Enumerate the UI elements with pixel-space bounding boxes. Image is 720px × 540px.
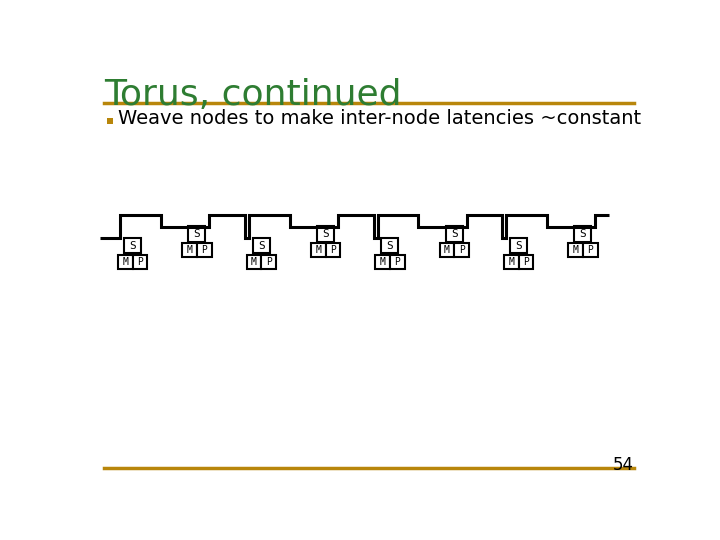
Text: M: M <box>122 257 128 267</box>
Text: P: P <box>459 245 464 255</box>
Text: S: S <box>451 229 458 239</box>
Text: 54: 54 <box>613 456 634 475</box>
Bar <box>446 226 463 242</box>
Text: S: S <box>130 241 136 251</box>
Bar <box>317 226 334 242</box>
Bar <box>311 244 325 257</box>
Bar <box>390 255 405 269</box>
Bar <box>518 255 534 269</box>
Text: S: S <box>387 241 393 251</box>
Text: P: P <box>137 257 143 267</box>
Text: P: P <box>202 245 207 255</box>
Text: S: S <box>323 229 329 239</box>
Text: M: M <box>572 245 578 255</box>
Bar <box>253 238 270 253</box>
Text: M: M <box>444 245 450 255</box>
Text: M: M <box>251 257 257 267</box>
Bar <box>568 244 583 257</box>
Text: P: P <box>523 257 529 267</box>
Bar <box>107 118 113 124</box>
Bar <box>246 255 261 269</box>
Text: M: M <box>379 257 385 267</box>
Bar <box>132 255 148 269</box>
Bar <box>182 244 197 257</box>
Bar <box>261 255 276 269</box>
Text: P: P <box>395 257 400 267</box>
Text: P: P <box>588 245 593 255</box>
Bar <box>124 238 141 253</box>
Text: Torus, continued: Torus, continued <box>104 78 402 112</box>
Text: P: P <box>266 257 271 267</box>
Text: S: S <box>194 229 200 239</box>
Text: M: M <box>508 257 514 267</box>
Bar <box>118 255 132 269</box>
Bar <box>510 238 527 253</box>
Bar <box>197 244 212 257</box>
Text: S: S <box>580 229 586 239</box>
Bar <box>454 244 469 257</box>
Bar <box>575 226 591 242</box>
Bar <box>382 238 398 253</box>
Text: S: S <box>516 241 522 251</box>
Text: P: P <box>330 245 336 255</box>
Bar <box>583 244 598 257</box>
Bar <box>325 244 341 257</box>
Text: M: M <box>315 245 321 255</box>
Bar <box>439 244 454 257</box>
Text: S: S <box>258 241 265 251</box>
Text: M: M <box>186 245 192 255</box>
Bar <box>189 226 205 242</box>
Bar <box>504 255 518 269</box>
Text: Weave nodes to make inter-node latencies ~constant: Weave nodes to make inter-node latencies… <box>118 109 641 128</box>
Bar <box>375 255 390 269</box>
